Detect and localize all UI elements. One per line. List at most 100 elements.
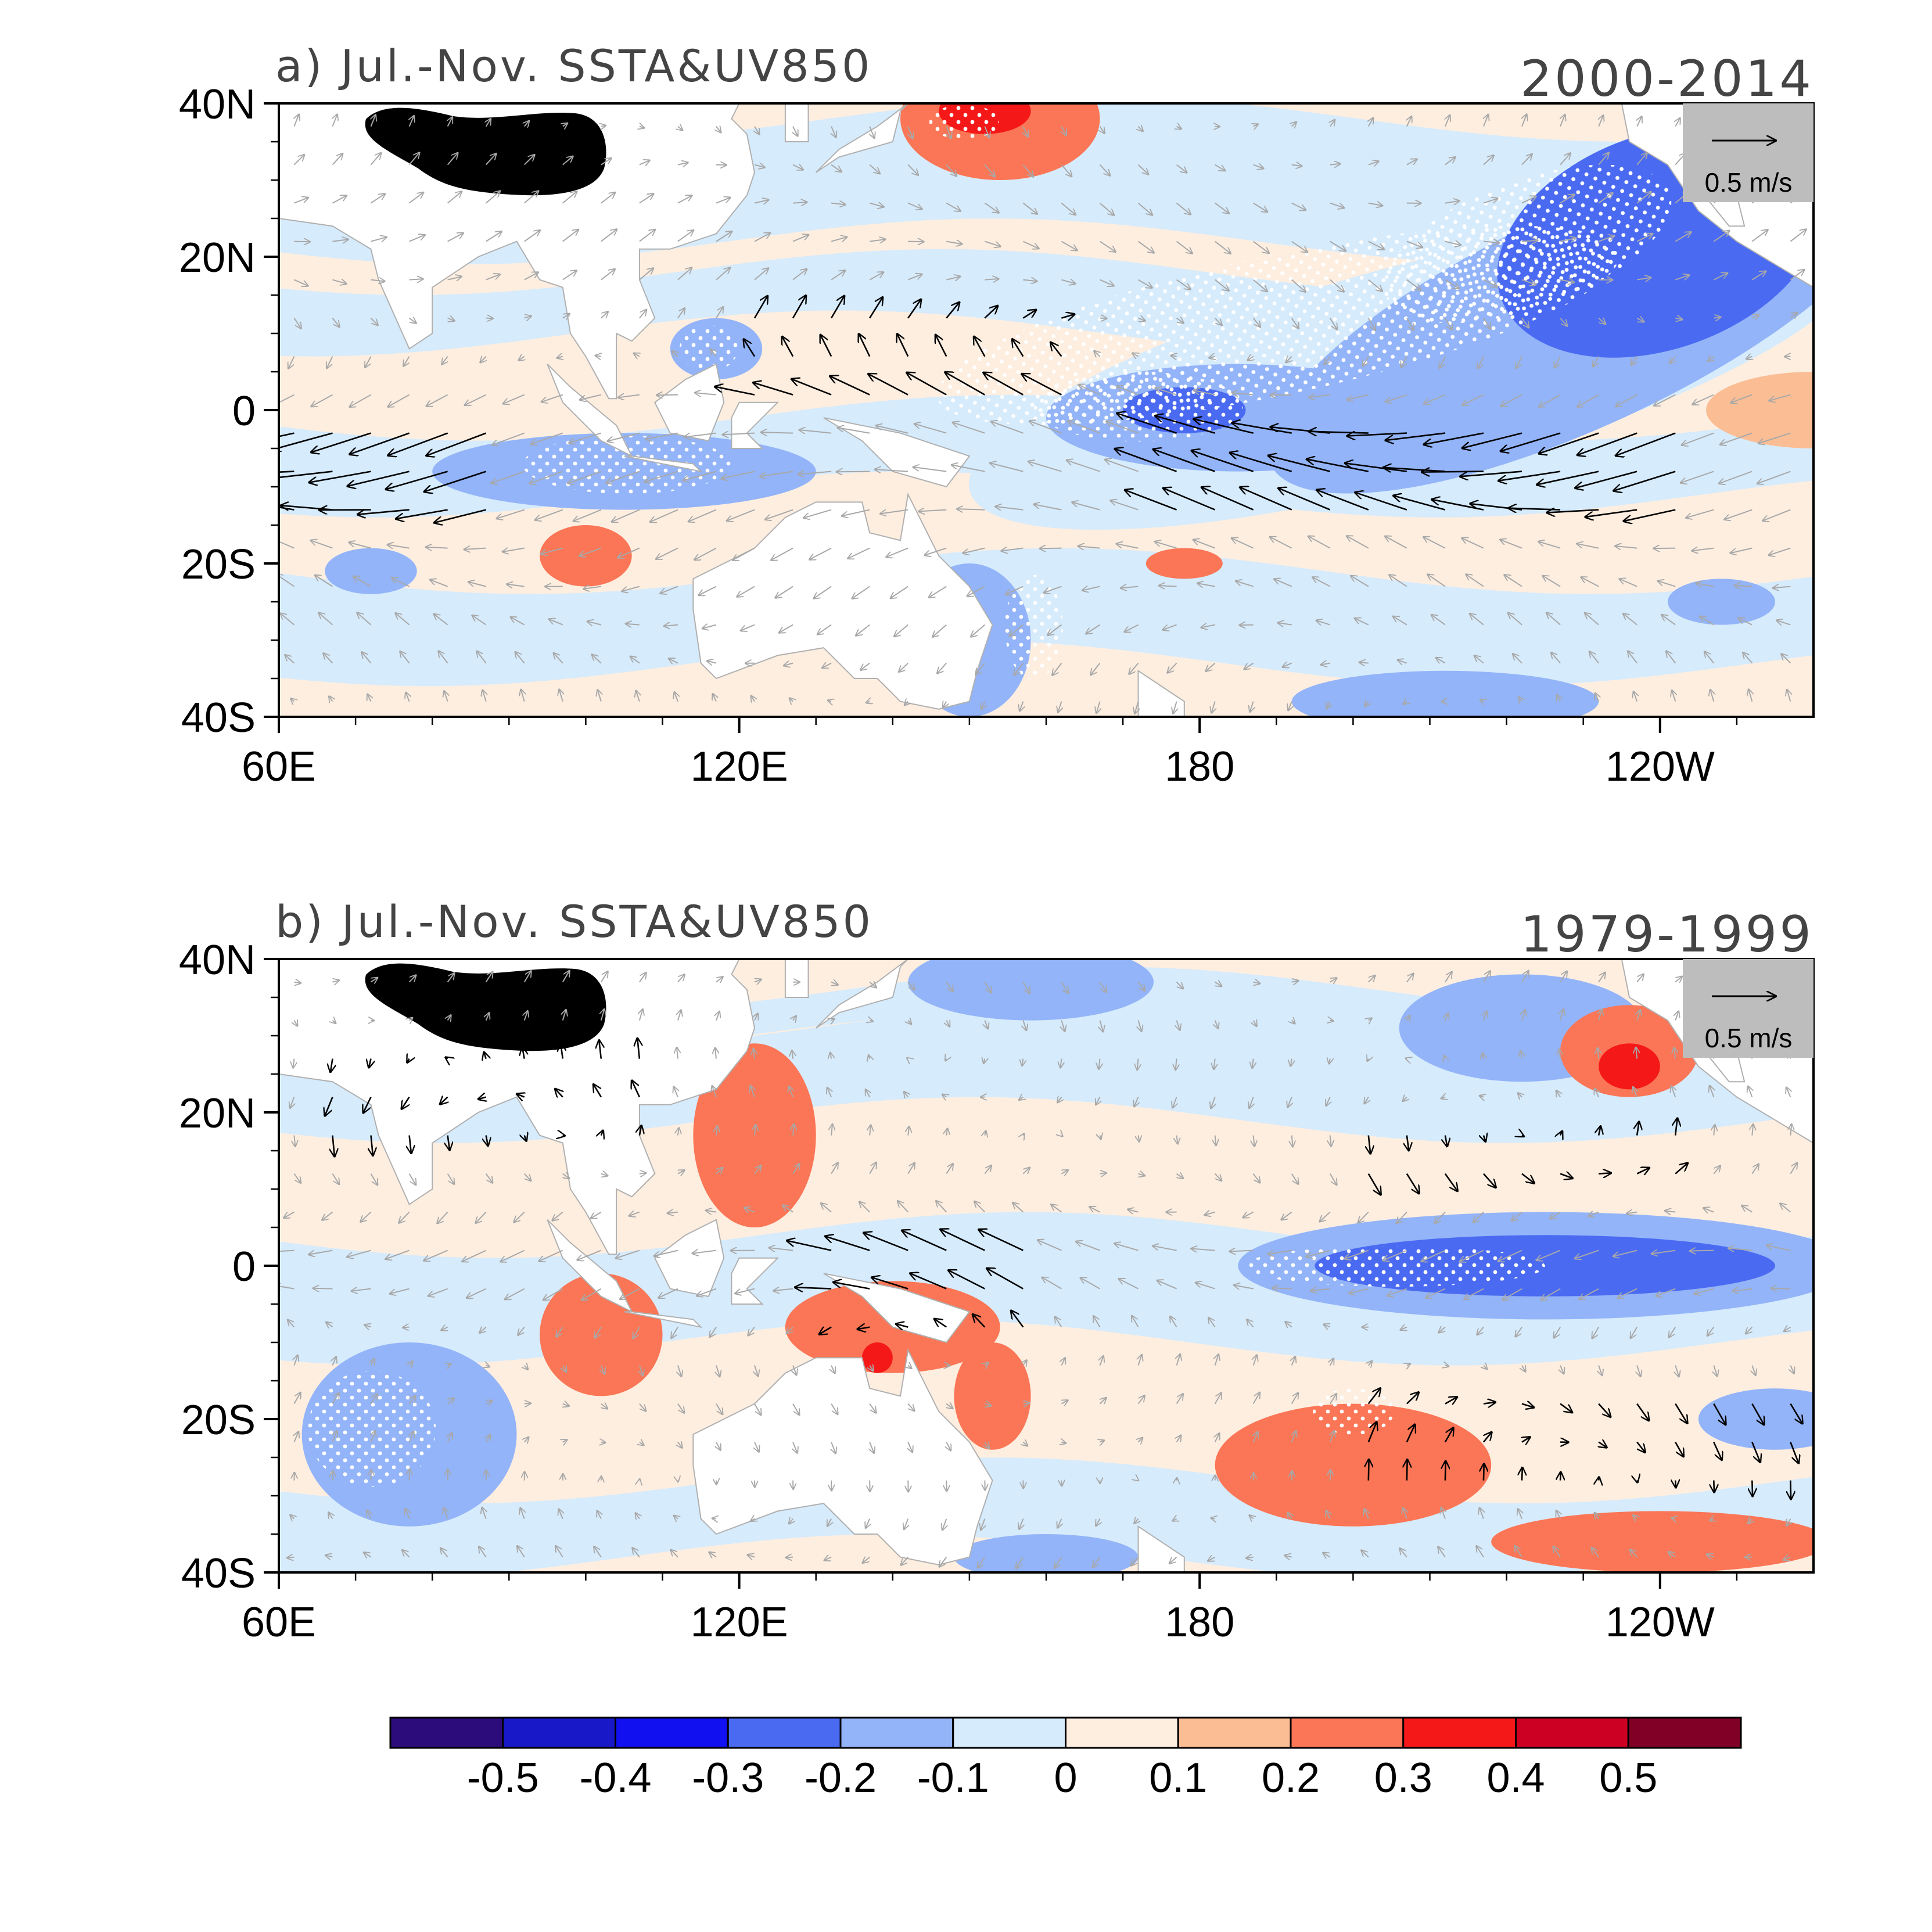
wind-vector: [678, 1365, 681, 1377]
wind-vector: [1615, 546, 1637, 548]
wind-vector: [870, 126, 874, 138]
wind-vector: [1406, 279, 1421, 290]
wind-vector: [1176, 164, 1187, 173]
wind-vector: [1515, 1546, 1522, 1558]
wind-vector: [290, 698, 294, 701]
wind-vector: [370, 153, 382, 166]
wind-vector: [1022, 164, 1033, 177]
wind-vector: [1132, 353, 1138, 357]
wind-vector: [1023, 1442, 1028, 1446]
wind-vector: [1253, 165, 1264, 169]
wind-vector: [1626, 1212, 1637, 1214]
wind-vector: [514, 1211, 525, 1222]
wind-vector: [1708, 357, 1714, 361]
y-tick-label: 20S: [181, 1397, 256, 1443]
wind-vector: [869, 203, 884, 207]
wind-vector: [1577, 394, 1599, 407]
wind-vector: [1435, 1211, 1446, 1223]
wind-vector: [635, 1513, 640, 1518]
wind-vector: [1483, 242, 1499, 243]
wind-vector: [1061, 314, 1074, 318]
wind-vector: [1119, 1279, 1139, 1290]
wind-vector: [1347, 433, 1407, 436]
wind-vector: [483, 690, 486, 702]
wind-vector: [1137, 1395, 1145, 1405]
wind-vector: [396, 613, 410, 626]
wind-vector: [1499, 471, 1561, 481]
wind-vector: [1288, 1513, 1292, 1519]
wind-vector: [1585, 613, 1599, 626]
wind-vector: [1403, 1508, 1407, 1519]
wind-vector: [541, 394, 563, 402]
wind-vector: [279, 432, 333, 450]
wind-vector: [787, 1241, 832, 1251]
wind-vector: [1215, 1433, 1220, 1443]
wind-vector: [1093, 1316, 1101, 1328]
wind-vector: [1201, 487, 1254, 511]
wind-vector: [400, 651, 410, 664]
wind-vector: [658, 1288, 678, 1298]
wind-vector: [521, 690, 525, 702]
wind-vector: [569, 432, 602, 443]
wind-vector: [1061, 1358, 1065, 1366]
wind-vector: [517, 1546, 525, 1558]
wind-vector: [1668, 1552, 1676, 1557]
wind-vector: [362, 652, 372, 664]
wind-vector: [1117, 386, 1139, 396]
colorbar-label: -0.1: [917, 1755, 989, 1801]
wind-vector: [332, 196, 346, 204]
wind-vector: [1550, 1211, 1561, 1219]
wind-vector: [831, 1442, 836, 1454]
wind-vector: [1054, 1557, 1062, 1568]
wind-vector: [1460, 1249, 1484, 1262]
wind-vector: [465, 394, 487, 405]
wind-vector: [1686, 509, 1714, 518]
wind-vector: [283, 1211, 295, 1218]
wind-vector: [907, 164, 918, 175]
wind-vector: [1480, 699, 1484, 702]
wind-vector: [1367, 1422, 1377, 1443]
wind-vector: [946, 1442, 951, 1451]
wind-vector: [1554, 1327, 1561, 1338]
wind-vector: [279, 1249, 295, 1252]
wind-vector: [639, 160, 650, 165]
wind-vector: [485, 153, 497, 166]
sst-anomaly-area: [325, 548, 417, 594]
wind-vector: [563, 1366, 566, 1372]
wind-vector: [325, 1555, 333, 1557]
wind-vector: [482, 1507, 486, 1519]
wind-vector: [408, 1173, 416, 1185]
wind-vector: [1547, 510, 1599, 513]
wind-vector: [1345, 1249, 1369, 1259]
wind-vector: [1592, 1327, 1599, 1339]
wind-vector: [1138, 279, 1152, 288]
wind-vector: [1323, 1553, 1331, 1557]
wind-vector: [908, 1366, 911, 1369]
wind-vector: [735, 1288, 755, 1294]
wind-vector: [1153, 449, 1216, 472]
wind-vector: [671, 1327, 678, 1338]
y-tick-label: 40N: [179, 81, 256, 128]
wind-vector: [347, 1249, 371, 1257]
land-mass: [784, 959, 809, 998]
wind-vector: [515, 652, 525, 664]
wind-vector: [294, 197, 308, 204]
wind-vector: [1730, 394, 1753, 403]
x-tick-label: 180: [1165, 1599, 1234, 1646]
wind-vector: [612, 509, 640, 522]
wind-vector: [371, 237, 387, 242]
wind-vector: [1500, 394, 1522, 407]
wind-vector: [914, 424, 947, 434]
wind-vector: [552, 1211, 563, 1221]
wind-vector: [554, 653, 563, 664]
sst-anomaly-area: [540, 1273, 663, 1396]
wind-vector: [1790, 1365, 1794, 1374]
wind-vector: [1323, 1324, 1330, 1327]
wind-vector: [525, 1403, 531, 1404]
wind-vector: [1406, 1392, 1419, 1405]
wind-vector: [464, 548, 486, 550]
wind-vector: [942, 1518, 946, 1530]
wind-vector: [831, 1365, 835, 1374]
wind-vector: [908, 1442, 913, 1452]
wind-vector: [1543, 576, 1561, 587]
